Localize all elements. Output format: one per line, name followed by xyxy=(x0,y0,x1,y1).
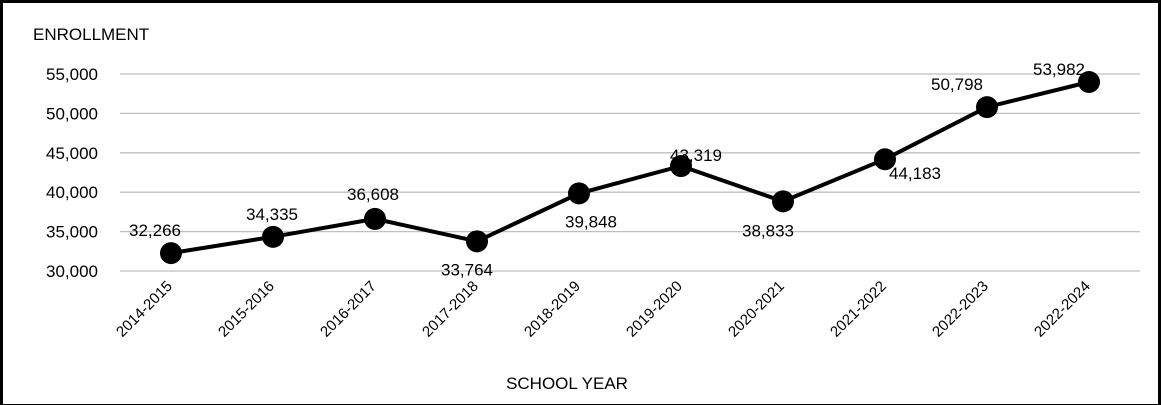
data-point xyxy=(670,155,692,178)
x-tick-label: 2021-2022 xyxy=(827,278,890,341)
x-tick-label: 2022-2023 xyxy=(929,278,992,341)
data-label: 39,848 xyxy=(565,212,617,231)
data-label: 34,335 xyxy=(246,205,298,224)
data-label: 38,833 xyxy=(742,221,794,240)
y-tick-label: 35,000 xyxy=(46,223,98,242)
x-axis-title: SCHOOL YEAR xyxy=(506,374,628,393)
y-axis-title: ENROLLMENT xyxy=(33,25,149,44)
x-tick-label: 2016-2017 xyxy=(317,278,380,341)
data-labels: 32,266 34,335 36,608 33,764 39,848 43,319 38,8… xyxy=(129,60,1085,279)
data-label: 36,608 xyxy=(347,185,399,204)
data-points xyxy=(160,71,1100,265)
data-point xyxy=(364,207,386,230)
series-line xyxy=(170,80,1090,256)
data-point xyxy=(976,96,998,119)
x-tick-label: 2019-2020 xyxy=(623,278,686,341)
gridlines xyxy=(120,73,1140,272)
x-tick-label: 2020-2021 xyxy=(725,278,788,341)
x-tick-label: 2014-2015 xyxy=(113,278,176,341)
x-tick-label: 2022-2024 xyxy=(1031,278,1094,341)
data-label: 53,982 xyxy=(1033,60,1085,79)
data-point xyxy=(466,230,488,253)
x-tick-label: 2018-2019 xyxy=(521,278,584,341)
x-tick-labels: 2014-2015 2015-2016 2016-2017 2017-2018 2018… xyxy=(113,278,1094,341)
data-point xyxy=(874,148,896,171)
x-tick-label: 2015-2016 xyxy=(215,278,278,341)
y-tick-labels: 30,000 35,000 40,000 45,000 50,000 55,000 xyxy=(46,65,98,281)
x-tick-label: 2017-2018 xyxy=(419,278,482,341)
data-label: 33,764 xyxy=(441,260,493,279)
data-label: 44,183 xyxy=(889,164,941,183)
data-point xyxy=(1078,71,1100,94)
y-tick-label: 50,000 xyxy=(46,104,98,123)
y-tick-label: 55,000 xyxy=(46,65,98,84)
y-tick-label: 45,000 xyxy=(46,144,98,163)
data-label: 50,798 xyxy=(931,75,983,94)
data-point xyxy=(160,242,182,265)
y-tick-label: 30,000 xyxy=(46,262,98,281)
data-label: 43,319 xyxy=(670,146,722,165)
data-label: 32,266 xyxy=(129,221,181,240)
data-point xyxy=(568,182,590,205)
data-point xyxy=(262,225,284,248)
data-point xyxy=(772,190,794,213)
y-tick-label: 40,000 xyxy=(46,183,98,202)
